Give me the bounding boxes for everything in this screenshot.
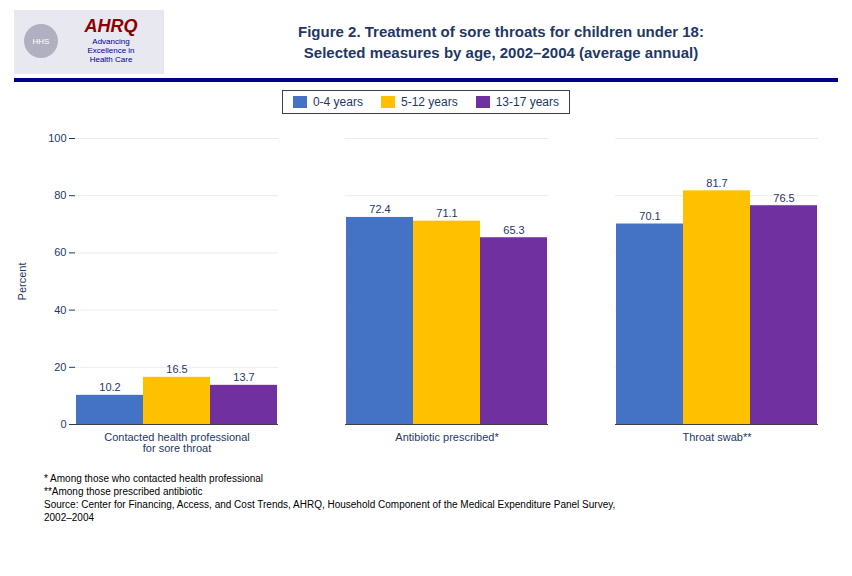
html-text:HHS: HHS [32, 36, 50, 46]
html-text:2002–2004: 2002–2004 [44, 512, 95, 523]
svg-text:80: 80 [54, 189, 66, 201]
html-text:* Among those who contacted he: * Among those who contacted health profe… [44, 473, 263, 484]
svg-text:Percent: Percent [16, 263, 28, 301]
svg-text:72.4: 72.4 [369, 203, 390, 215]
html-text:0-4 years: 0-4 years [312, 95, 363, 109]
svg-text:13.7: 13.7 [233, 371, 254, 383]
html-text:Figure 2. Treatment of sore th: Figure 2. Treatment of sore throats for … [298, 23, 704, 40]
svg-text:100: 100 [48, 132, 66, 144]
svg-text:Antibiotic prescribed*: Antibiotic prescribed* [395, 431, 499, 443]
svg-text:71.1: 71.1 [436, 207, 457, 219]
html-text:Advancing Excellence in Health: Advancing Excellence in Health Care [87, 37, 135, 64]
html-text:**Among those prescribed antib: **Among those prescribed antibiotic [44, 486, 203, 497]
svg-text:40: 40 [54, 304, 66, 316]
svg-text:20: 20 [54, 361, 66, 373]
svg-text:16.5: 16.5 [166, 363, 187, 375]
svg-text:81.7: 81.7 [706, 177, 727, 189]
svg-text:Throat swab**: Throat swab** [682, 431, 752, 443]
html-text:5-12 years: 5-12 years [401, 95, 458, 109]
svg-text:65.3: 65.3 [503, 224, 524, 236]
html-text:13-17 years: 13-17 years [495, 95, 559, 109]
html-text:AHRQ: AHRQ [84, 16, 138, 36]
html-text:Source: Center for Financing,: Source: Center for Financing, Access, an… [44, 499, 616, 510]
html-text:Selected measures by age, 2002: Selected measures by age, 2002–2004 (ave… [303, 44, 699, 61]
svg-text:60: 60 [54, 246, 66, 258]
svg-text:0: 0 [60, 418, 66, 430]
svg-text:10.2: 10.2 [99, 381, 120, 393]
svg-text:Contacted health professionalf: Contacted health professionalfor sore th… [104, 431, 250, 454]
svg-text:76.5: 76.5 [773, 192, 794, 204]
svg-text:70.1: 70.1 [639, 210, 660, 222]
